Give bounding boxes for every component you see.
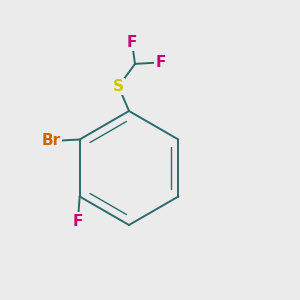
Text: Br: Br [42,133,61,148]
Text: F: F [127,35,137,50]
Text: F: F [73,214,83,229]
Text: F: F [155,55,166,70]
Text: S: S [113,79,124,94]
